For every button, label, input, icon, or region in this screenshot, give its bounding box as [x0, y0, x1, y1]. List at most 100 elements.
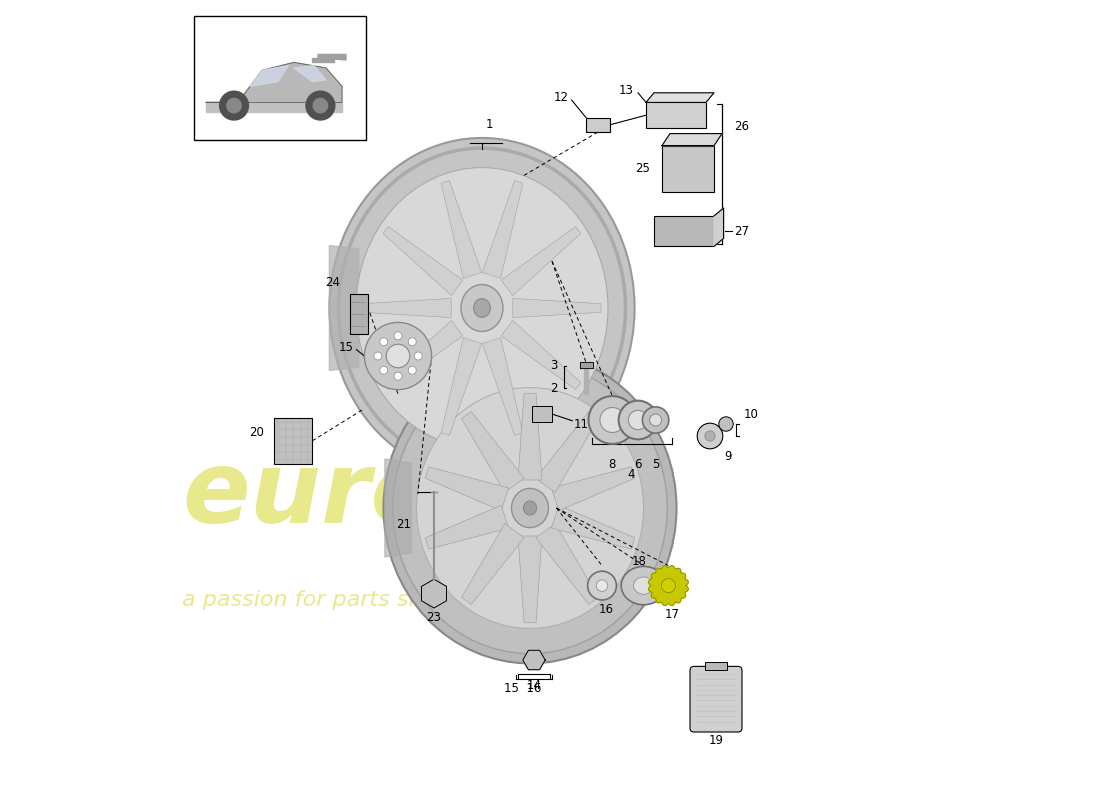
Polygon shape: [421, 579, 447, 608]
Circle shape: [394, 372, 402, 380]
Text: 2: 2: [550, 382, 558, 394]
Ellipse shape: [386, 344, 410, 368]
Polygon shape: [383, 321, 463, 390]
Ellipse shape: [618, 401, 658, 439]
Ellipse shape: [628, 410, 648, 430]
Polygon shape: [522, 650, 546, 670]
Text: 15  16: 15 16: [504, 682, 541, 695]
Ellipse shape: [621, 566, 665, 605]
Ellipse shape: [697, 423, 723, 449]
Ellipse shape: [384, 353, 676, 663]
Ellipse shape: [474, 298, 491, 318]
Text: 10: 10: [744, 408, 759, 421]
Text: 6: 6: [635, 458, 641, 470]
Ellipse shape: [356, 168, 608, 448]
Circle shape: [408, 366, 416, 374]
Polygon shape: [646, 93, 714, 102]
Bar: [274, 418, 312, 464]
Bar: [646, 102, 706, 128]
Text: 19: 19: [708, 734, 724, 746]
Ellipse shape: [587, 571, 616, 600]
Text: 1: 1: [485, 118, 493, 131]
Bar: [532, 406, 551, 422]
Polygon shape: [502, 321, 581, 390]
Polygon shape: [441, 338, 482, 435]
Polygon shape: [312, 58, 334, 62]
Text: 3: 3: [551, 359, 558, 372]
Text: 23: 23: [427, 611, 441, 624]
Bar: [705, 662, 727, 670]
Polygon shape: [206, 102, 342, 112]
Text: 11: 11: [574, 418, 589, 430]
Text: 16: 16: [598, 603, 614, 616]
Text: euro: euro: [182, 447, 439, 545]
Polygon shape: [502, 226, 581, 295]
Text: 5: 5: [652, 458, 659, 470]
Polygon shape: [518, 394, 542, 480]
Circle shape: [415, 352, 422, 360]
Polygon shape: [536, 411, 598, 493]
Ellipse shape: [512, 488, 549, 528]
Polygon shape: [518, 536, 542, 622]
Text: 14: 14: [527, 679, 541, 692]
Polygon shape: [318, 54, 346, 60]
Polygon shape: [441, 181, 482, 278]
Bar: [654, 216, 714, 246]
Text: 4: 4: [628, 468, 636, 481]
Polygon shape: [714, 208, 724, 246]
Polygon shape: [649, 566, 689, 606]
Ellipse shape: [329, 138, 635, 478]
Bar: [194, 16, 366, 140]
Ellipse shape: [417, 387, 644, 629]
Text: 8: 8: [608, 458, 616, 470]
Circle shape: [379, 366, 387, 374]
Polygon shape: [584, 368, 588, 394]
Ellipse shape: [642, 406, 669, 434]
Text: 17: 17: [664, 608, 680, 621]
Text: 27: 27: [734, 225, 749, 238]
Polygon shape: [483, 338, 522, 435]
Polygon shape: [513, 298, 601, 318]
Text: 25: 25: [635, 162, 650, 175]
Text: 12: 12: [553, 91, 569, 104]
Circle shape: [379, 338, 387, 346]
Circle shape: [408, 338, 416, 346]
Bar: [350, 294, 367, 334]
Ellipse shape: [596, 580, 608, 591]
Ellipse shape: [650, 414, 661, 426]
Circle shape: [394, 332, 402, 340]
Polygon shape: [206, 62, 342, 102]
Circle shape: [374, 352, 382, 360]
Text: 15: 15: [339, 342, 354, 354]
Circle shape: [314, 98, 328, 113]
Circle shape: [227, 98, 241, 113]
Ellipse shape: [393, 362, 668, 654]
Polygon shape: [329, 246, 359, 370]
Bar: [586, 118, 611, 132]
Circle shape: [306, 91, 334, 120]
Text: 21: 21: [397, 518, 411, 530]
Polygon shape: [426, 467, 508, 510]
Ellipse shape: [661, 578, 675, 593]
Polygon shape: [462, 523, 525, 605]
Polygon shape: [385, 459, 411, 557]
FancyBboxPatch shape: [690, 666, 743, 732]
Polygon shape: [363, 298, 451, 318]
Bar: [662, 146, 714, 192]
Polygon shape: [551, 506, 635, 549]
Polygon shape: [581, 362, 593, 368]
Polygon shape: [462, 411, 525, 493]
Polygon shape: [483, 181, 522, 278]
Polygon shape: [250, 66, 288, 86]
Ellipse shape: [634, 577, 653, 594]
Polygon shape: [551, 467, 635, 510]
Text: 13: 13: [619, 84, 634, 97]
Polygon shape: [426, 506, 508, 549]
Text: a passion for parts since 1985: a passion for parts since 1985: [182, 590, 518, 610]
Polygon shape: [536, 523, 598, 605]
Text: 18: 18: [632, 555, 647, 568]
Ellipse shape: [705, 431, 715, 441]
Text: 9: 9: [724, 450, 732, 462]
Polygon shape: [294, 66, 326, 82]
Ellipse shape: [461, 285, 503, 331]
